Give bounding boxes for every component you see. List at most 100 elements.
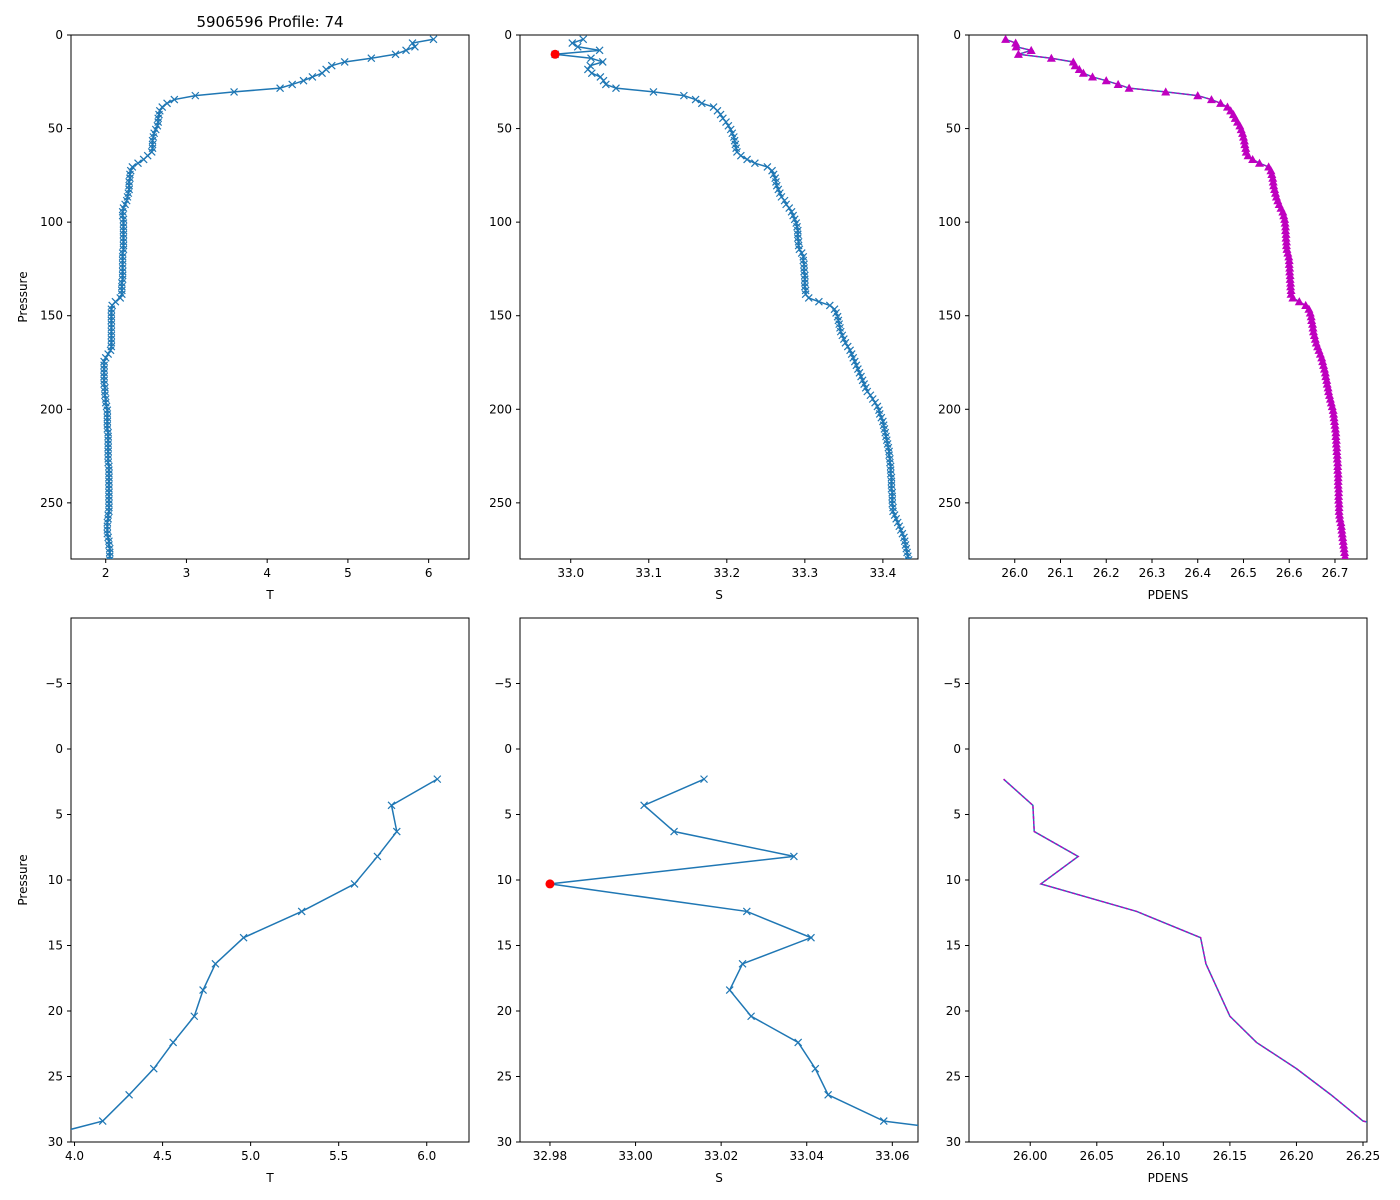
panel-bottom-middle-flagged-point [545, 879, 555, 889]
panel-bottom-middle-ytick-label-0: −5 [494, 677, 512, 691]
panel-top-left-point-101 [103, 413, 112, 422]
panel-top-middle-point-23 [724, 121, 733, 130]
panel-bottom-right-ytick-label-4: 15 [946, 939, 961, 953]
panel-bottom-left-point-0 [433, 775, 442, 784]
panel-top-right-xtick-label-1: 26.1 [1047, 566, 1074, 580]
panel-top-left-point-111 [104, 451, 113, 460]
panel-top-left-point-125 [105, 503, 113, 512]
panel-bottom-left-xlabel: T [265, 1171, 274, 1185]
panel-top-left-point-77 [107, 323, 116, 332]
panel-top-left-xlabel: T [265, 588, 274, 602]
panel-top-left-point-119 [105, 481, 113, 490]
panel-top-middle-ytick-label-5: 250 [489, 496, 512, 510]
panel-top-left-point-38 [125, 177, 134, 186]
panel-bottom-left-point-8 [199, 986, 208, 994]
panel-top-middle-point-118 [887, 477, 896, 486]
panel-top-left-point-0 [429, 35, 438, 44]
panel-top-right-point-66 [1286, 282, 1296, 291]
panel-top-left-point-6 [340, 58, 349, 66]
panel-top-middle-point-70 [814, 297, 823, 306]
panel-top-right-ytick-label-2: 100 [938, 215, 961, 229]
panel-top-right-point-0 [1001, 35, 1011, 43]
panel-bottom-right-ytick-label-3: 10 [946, 873, 961, 887]
panel-top-left-ytick-label-2: 100 [40, 215, 63, 229]
panel-top-left-point-80 [107, 335, 116, 344]
panel-top-left-point-55 [119, 241, 128, 250]
panel-top-left-point-94 [100, 387, 109, 396]
panel-top-left-point-108 [104, 439, 113, 448]
panel-top-left-point-109 [104, 443, 113, 452]
panel-bottom-right-xtick-label-2: 26.10 [1146, 1149, 1180, 1163]
panel-top-right-point-102 [1330, 416, 1340, 426]
panel-top-middle-point-16 [691, 95, 700, 104]
panel-bottom-left-xtick-label-4: 6.0 [417, 1149, 436, 1163]
panel-top-right-point-64 [1285, 274, 1295, 283]
panel-top-right-point-4 [1013, 49, 1023, 58]
panel-top-right-point-139 [1343, 555, 1348, 559]
panel-bottom-middle-point-7 [738, 959, 747, 968]
panel-bottom-middle-xtick-label-1: 33.00 [618, 1149, 652, 1163]
panel-top-right-point-96 [1325, 394, 1335, 403]
panel-top-left-ytick-label-4: 200 [40, 402, 63, 416]
panel-top-left-point-105 [104, 428, 113, 437]
panel-top-right-point-35 [1266, 166, 1276, 175]
panel-top-middle-point-69 [804, 294, 813, 302]
panel-top-right-point-100 [1329, 409, 1339, 418]
panel-top-left-point-12 [288, 80, 297, 89]
panel-top-left-point-72 [107, 305, 116, 314]
panel-top-right-point-85 [1317, 353, 1327, 362]
panel-bottom-left-point-2 [392, 827, 401, 836]
panel-top-left-point-52 [119, 230, 128, 239]
panel-top-right-point-129 [1336, 518, 1346, 527]
panel-bottom-left-ytick-label-0: −5 [45, 677, 63, 691]
panel-bottom-middle-point-2 [670, 827, 678, 836]
panel-top-left-point-66 [117, 282, 126, 291]
panel-top-left-point-51 [119, 226, 128, 235]
panel-bottom-right-plot-area [1003, 778, 1367, 1123]
panel-top-right-xtick-label-7: 26.7 [1322, 566, 1349, 580]
panel-top-right-point-62 [1285, 267, 1295, 276]
panel-top-right-point-123 [1334, 495, 1344, 504]
panel-top-right-point-86 [1318, 357, 1328, 366]
panel-top-right-point-97 [1326, 398, 1336, 407]
panel-bottom-left-ytick-label-3: 10 [48, 873, 63, 887]
panel-top-left-point-57 [118, 249, 127, 257]
panel-top-right-point-51 [1281, 226, 1291, 235]
panel-top-middle-xlabel: S [715, 588, 723, 602]
panel-bottom-middle: 32.98 33.00 33.02 33.04 33.06 −5 0 5 10 15 20 25 30 S [494, 617, 919, 1185]
panel-top-middle-point-12 [601, 80, 610, 89]
panel-top-middle-point-22 [722, 118, 730, 126]
panel-top-left-point-137 [105, 548, 114, 557]
panel-top-left-point-63 [118, 271, 127, 280]
panel-top-right-point-5 [1046, 53, 1056, 62]
panel-top-left-point-1 [408, 39, 417, 47]
panel-top-left-point-106 [104, 432, 113, 441]
panel-top-left-point-5 [367, 54, 376, 63]
panel-top-right-point-47 [1279, 211, 1289, 220]
panel-top-right-point-39 [1269, 181, 1279, 190]
panel-top-middle-point-71 [825, 301, 834, 310]
panel-top-right-point-10 [1088, 72, 1098, 81]
panel-top-middle-point-122 [888, 492, 897, 501]
panel-top-right-point-56 [1282, 244, 1292, 253]
panel-bottom-left-point-10 [169, 1038, 178, 1047]
panel-bottom-left-ytick-label-6: 25 [48, 1070, 63, 1084]
panel-bottom-right-ytick-label-2: 5 [953, 808, 961, 822]
panel-top-middle-xtick-label-4: 33.4 [870, 566, 897, 580]
panel-top-middle-point-67 [801, 286, 810, 295]
panel-bottom-left-point-5 [297, 907, 306, 916]
panel-top-middle-point-119 [887, 481, 896, 490]
panel-top-left-point-93 [100, 383, 109, 392]
panel-top-right-point-41 [1271, 188, 1281, 197]
panel-top-right-point-53 [1281, 233, 1291, 242]
panel-top-left-point-124 [105, 499, 113, 508]
panel-top-left-point-121 [105, 488, 113, 497]
panel-top-right-xtick-label-5: 26.5 [1230, 566, 1257, 580]
panel-top-right-point-78 [1308, 327, 1318, 336]
panel-top-right-point-13 [1124, 83, 1134, 92]
panel-top-left-point-79 [107, 331, 116, 340]
panel-top-left-point-53 [119, 234, 128, 242]
panel-top-left-point-107 [104, 436, 113, 445]
panel-top-middle-point-115 [886, 466, 895, 475]
